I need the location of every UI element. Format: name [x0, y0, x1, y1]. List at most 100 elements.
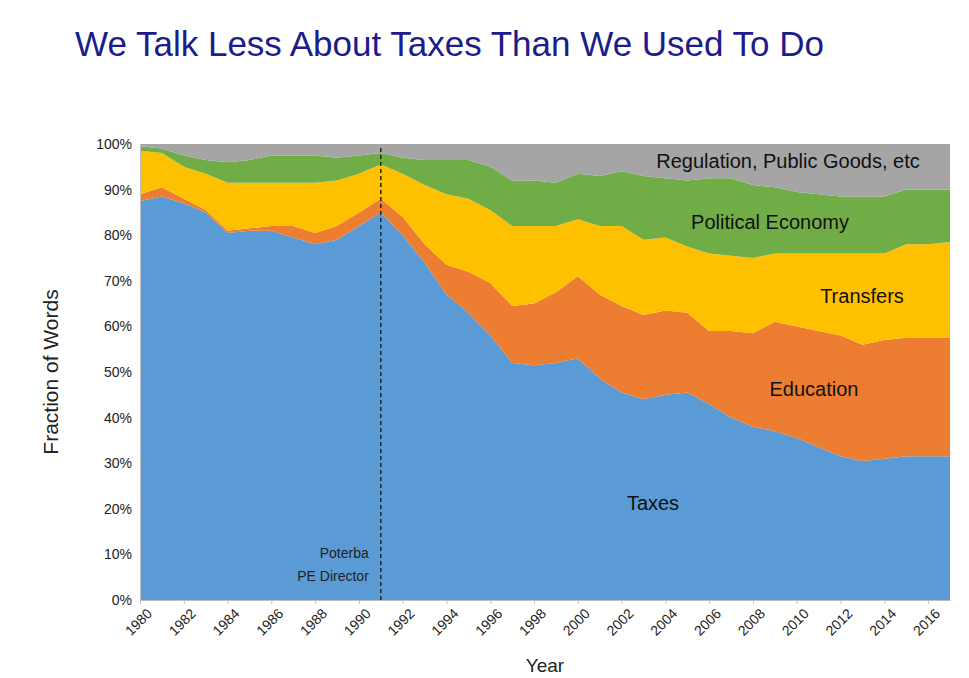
tick: 60% [104, 318, 140, 334]
tick-label: 1998 [516, 605, 549, 638]
tick: 2016 [910, 600, 943, 639]
tick-mark [753, 600, 754, 604]
tick-label: 2006 [691, 605, 724, 638]
annotation-text: Poterba [320, 545, 369, 561]
tick-label: 2010 [778, 605, 811, 638]
tick-mark [490, 600, 491, 604]
tick: 40% [104, 410, 140, 426]
tick: 1984 [209, 600, 242, 639]
tick-label: 1986 [253, 605, 286, 638]
tick: 2002 [603, 600, 636, 639]
tick-mark [359, 600, 360, 604]
tick-label: 70% [104, 273, 132, 289]
areas [140, 144, 950, 600]
series-label: Regulation, Public Goods, etc [656, 150, 920, 172]
annotations: Poterba PE Director [297, 148, 381, 600]
tick-mark [841, 600, 842, 604]
tick: 1994 [428, 600, 461, 639]
tick: 1996 [472, 600, 505, 639]
tick: 20% [104, 501, 140, 517]
tick: 1988 [297, 600, 330, 639]
tick: 2000 [560, 600, 593, 639]
tick: 2012 [822, 600, 855, 639]
tick-label: 2016 [910, 605, 943, 638]
tick-label: 2014 [866, 605, 899, 638]
tick-mark [184, 600, 185, 604]
tick-mark [884, 600, 885, 604]
tick: 2008 [735, 600, 768, 639]
tick-label: 40% [104, 410, 132, 426]
tick: 2006 [691, 600, 724, 639]
tick-label: 1996 [472, 605, 505, 638]
tick: 90% [104, 182, 140, 198]
tick: 1990 [341, 600, 374, 639]
series-label: Education [770, 378, 859, 400]
tick-label: 2002 [603, 605, 636, 638]
tick-label: 2012 [822, 605, 855, 638]
tick: 0% [112, 592, 140, 608]
tick-mark [797, 600, 798, 604]
tick: 2010 [778, 600, 811, 639]
tick-label: 60% [104, 318, 132, 334]
tick-mark [140, 600, 141, 604]
tick: 30% [104, 455, 140, 471]
tick: 1998 [516, 600, 549, 639]
tick-label: 1990 [341, 605, 374, 638]
axis-line [140, 145, 141, 601]
area [140, 144, 950, 196]
tick-label: 1982 [165, 605, 198, 638]
tick-label: 2008 [735, 605, 768, 638]
tick: 10% [104, 546, 140, 562]
tick-mark [578, 600, 579, 604]
title: We Talk Less About Taxes Than We Used To… [75, 24, 824, 63]
tick-mark [228, 600, 229, 604]
tick: 70% [104, 273, 140, 289]
tick-label: 1980 [122, 605, 155, 638]
tick: 80% [104, 227, 140, 243]
tick-mark [315, 600, 316, 604]
tick-label: 1984 [209, 605, 242, 638]
tick-mark [534, 600, 535, 604]
tick-label: 90% [104, 182, 132, 198]
tick-label: 30% [104, 455, 132, 471]
annotation-line [380, 148, 382, 600]
tick-label: 20% [104, 501, 132, 517]
tick-mark [403, 600, 404, 604]
plot: 0%10%20%30%40%50%60%70%80%90%100%1980198… [96, 136, 950, 639]
tick: 2014 [866, 600, 899, 639]
tick-mark [709, 600, 710, 604]
y-axis: 0% 10% 20% 30% 40% 50% 60% 70% 80% 90% 100% [96, 136, 140, 608]
tick: 2004 [647, 600, 680, 639]
tick-label: 1992 [384, 605, 417, 638]
tick-label: 80% [104, 227, 132, 243]
tick-mark [271, 600, 272, 604]
x-axis: 1980 1982 1984 1986 1988 1990 1992 1994 1996 1998… [122, 600, 951, 639]
tick-mark [446, 600, 447, 604]
series-label: Transfers [820, 285, 904, 307]
tick: 1980 [122, 600, 155, 639]
tick-label: 10% [104, 546, 132, 562]
tick: 100% [96, 136, 140, 152]
tick-label: 1994 [428, 605, 461, 638]
tick-mark [665, 600, 666, 604]
series-label: Taxes [627, 492, 679, 514]
tick: 50% [104, 364, 140, 380]
annotation-text: PE Director [297, 568, 369, 584]
x-axis-title: Year [526, 655, 565, 676]
tick-mark [928, 600, 929, 604]
chart: We Talk Less About Taxes Than We Used To… [0, 0, 969, 678]
tick-label: 50% [104, 364, 132, 380]
tick-label: 100% [96, 136, 132, 152]
y-axis-title: Fraction of Words [39, 289, 62, 454]
tick: 1982 [165, 600, 198, 639]
tick-label: 2000 [560, 605, 593, 638]
tick-mark [622, 600, 623, 604]
tick-label: 1988 [297, 605, 330, 638]
series-label: Political Economy [691, 211, 849, 233]
axis-line [141, 600, 951, 601]
tick-label: 2004 [647, 605, 680, 638]
series-labels: Taxes Education Transfers Political Economy… [627, 150, 920, 514]
tick-label: 0% [112, 592, 132, 608]
tick: 1986 [253, 600, 286, 639]
tick: 1992 [384, 600, 417, 639]
